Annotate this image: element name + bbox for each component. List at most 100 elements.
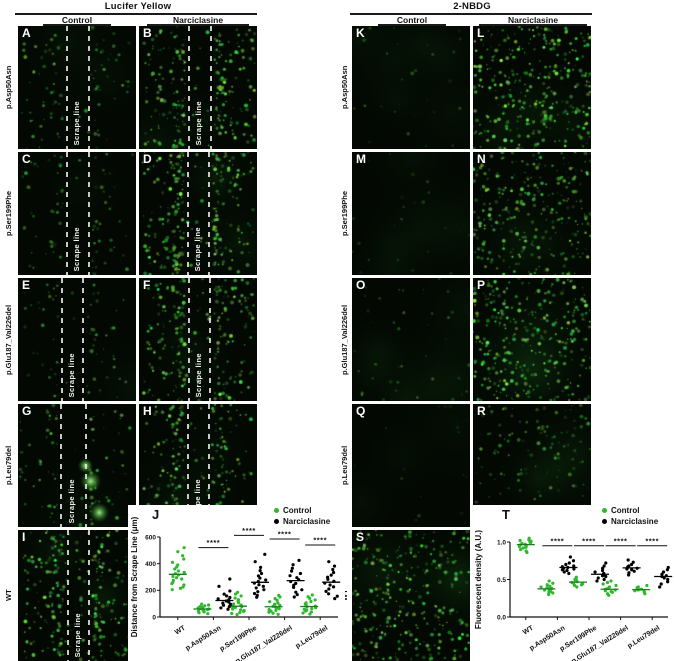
narciclasine-legend-dot-icon bbox=[274, 519, 279, 524]
row-label-left_block-3: p.Leu79del bbox=[4, 445, 13, 486]
left-control-underline bbox=[43, 24, 111, 26]
scrape-line-caption-I: Scrape line bbox=[73, 612, 82, 657]
legend-label: Control bbox=[611, 506, 640, 515]
micrograph-panel-O: O bbox=[352, 278, 470, 401]
scrape-line-caption-F: Scrape line bbox=[194, 352, 203, 397]
chart-svg-T: 0.00.51.0WTp.Asp50Asnp.Ser199Phep.Glu187… bbox=[474, 507, 673, 661]
panel-letter-K: K bbox=[356, 26, 365, 40]
panel-letter-O: O bbox=[356, 278, 366, 292]
row-label-left_block-0: p.Asp50Asn bbox=[4, 65, 13, 110]
y-tick-label: 1.0 bbox=[497, 539, 506, 546]
micrograph-panel-B: Scrape line B bbox=[139, 26, 257, 149]
left-title-underline bbox=[15, 13, 257, 15]
panel-letter-A: A bbox=[22, 26, 31, 40]
scrape-line-dashed-E-0 bbox=[61, 278, 63, 401]
micrograph-panel-N: N bbox=[473, 152, 591, 275]
significance-stars: **** bbox=[313, 536, 327, 545]
scrape-line-dashed-E-1 bbox=[82, 278, 84, 401]
micrograph-panel-K: K bbox=[352, 26, 470, 149]
panel-letter-D: D bbox=[143, 152, 152, 166]
x-category-label: p.Leu79del bbox=[627, 625, 662, 650]
micrograph-image-N bbox=[473, 152, 591, 275]
scrape-line-dashed-A-0 bbox=[66, 26, 68, 149]
micrograph-panel-G: Scrape line G bbox=[18, 404, 136, 527]
micrograph-panel-Q: Q bbox=[352, 404, 470, 527]
x-category-label: WT bbox=[174, 624, 188, 636]
x-category-label: p.Asp50Asn bbox=[184, 625, 222, 652]
micrograph-image-F bbox=[139, 278, 257, 401]
micrograph-panel-P: P bbox=[473, 278, 591, 401]
row-label-left_block-1: p.Ser199Phe bbox=[4, 190, 13, 237]
micrograph-image-D bbox=[139, 152, 257, 275]
significance-stars: **** bbox=[645, 536, 659, 545]
panel-letter-H: H bbox=[143, 404, 152, 418]
chart-fluorescent-density: 0.0 0.5 1.0 WT p.Asp50Asn p.Ser199Phe p.Glu187… bbox=[472, 505, 674, 661]
panel-letter-F: F bbox=[143, 278, 151, 292]
significance-stars: **** bbox=[278, 530, 292, 539]
x-category-label: p.Glu187_Val226del bbox=[571, 625, 630, 661]
significance-stars: **** bbox=[614, 536, 628, 545]
chart-svg-J: 0200400600WTp.Asp50Asnp.Ser199Phep.Glu18… bbox=[130, 507, 341, 661]
panel-letter-N: N bbox=[477, 152, 486, 166]
panel-letter-L: L bbox=[477, 26, 485, 40]
y-tick-label: 0.0 bbox=[497, 614, 506, 621]
scrape-line-dashed-A-1 bbox=[88, 26, 90, 149]
chart-legend: Control Narciclasine bbox=[602, 505, 658, 527]
scrape-line-dashed-D-1 bbox=[208, 152, 210, 275]
micrograph-image-S bbox=[352, 530, 470, 661]
chart-panel-letter: J bbox=[152, 507, 159, 522]
chart-panel-letter: T bbox=[502, 507, 510, 522]
micrograph-image-B bbox=[139, 26, 257, 149]
scrape-line-dashed-H-0 bbox=[187, 404, 189, 527]
panel-letter-B: B bbox=[143, 26, 152, 40]
chart-distance-scrape-line: 0 200 400 600 WT p.Asp50Asn p.Ser199Phe p.Glu18… bbox=[128, 505, 345, 661]
micrograph-panel-C: Scrape line C bbox=[18, 152, 136, 275]
legend-label: Narciclasine bbox=[611, 517, 659, 526]
micrograph-image-O bbox=[352, 278, 470, 401]
control-legend-dot-icon bbox=[274, 508, 279, 513]
micrograph-image-G bbox=[18, 404, 136, 527]
y-axis-label: Fluorescent density (A.U.) bbox=[474, 530, 483, 629]
scrape-line-dashed-H-1 bbox=[208, 404, 210, 527]
y-axis-label: Distance from Scrape Line (μm) bbox=[130, 516, 139, 637]
micrograph-image-L bbox=[473, 26, 591, 149]
micrograph-panel-I: Scrape line I bbox=[18, 530, 136, 661]
right-narciclasine-header: Narciclasine bbox=[507, 15, 559, 25]
x-category-label: p.Glu187_Val226del bbox=[235, 625, 294, 661]
right-control-header: Control bbox=[396, 15, 428, 25]
legend-label: Narciclasine bbox=[283, 517, 331, 526]
legend-label: Control bbox=[283, 506, 312, 515]
scrape-line-dashed-G-1 bbox=[85, 404, 87, 527]
panel-letter-E: E bbox=[22, 278, 31, 292]
panel-letter-C: C bbox=[22, 152, 31, 166]
left-narciclasine-underline bbox=[147, 24, 249, 26]
row-label-left_block-2: p.Glu187_Val226del bbox=[4, 304, 13, 375]
micrograph-image-P bbox=[473, 278, 591, 401]
y-tick-label: 600 bbox=[145, 534, 156, 541]
scrape-line-caption-A: Scrape line bbox=[72, 100, 81, 145]
micrograph-image-E bbox=[18, 278, 136, 401]
right-control-underline bbox=[378, 24, 446, 26]
micrograph-panel-E: Scrape line E bbox=[18, 278, 136, 401]
right-block-title: 2-NBDG bbox=[453, 1, 491, 12]
chart-legend: Control Narciclasine bbox=[274, 505, 330, 527]
y-tick-label: 0 bbox=[152, 614, 156, 621]
narciclasine-legend-dot-icon bbox=[602, 519, 607, 524]
micrograph-image-Q bbox=[352, 404, 470, 527]
scrape-line-dashed-D-0 bbox=[187, 152, 189, 275]
right-narciclasine-underline bbox=[479, 24, 587, 26]
x-category-label: p.Leu79del bbox=[295, 625, 330, 650]
scrape-line-dashed-B-0 bbox=[188, 26, 190, 149]
micrograph-image-A bbox=[18, 26, 136, 149]
left-block-title: Lucifer Yellow bbox=[104, 1, 172, 12]
scrape-line-dashed-F-1 bbox=[209, 278, 211, 401]
micrograph-image-C bbox=[18, 152, 136, 275]
significance-stars: **** bbox=[551, 536, 565, 545]
panel-letter-I: I bbox=[22, 530, 26, 544]
scrape-line-dashed-I-1 bbox=[88, 530, 90, 661]
panel-letter-R: R bbox=[477, 404, 486, 418]
x-category-label: WT bbox=[522, 624, 536, 636]
scrape-line-caption-D: Scrape line bbox=[193, 226, 202, 271]
micrograph-panel-D: Scrape line D bbox=[139, 152, 257, 275]
